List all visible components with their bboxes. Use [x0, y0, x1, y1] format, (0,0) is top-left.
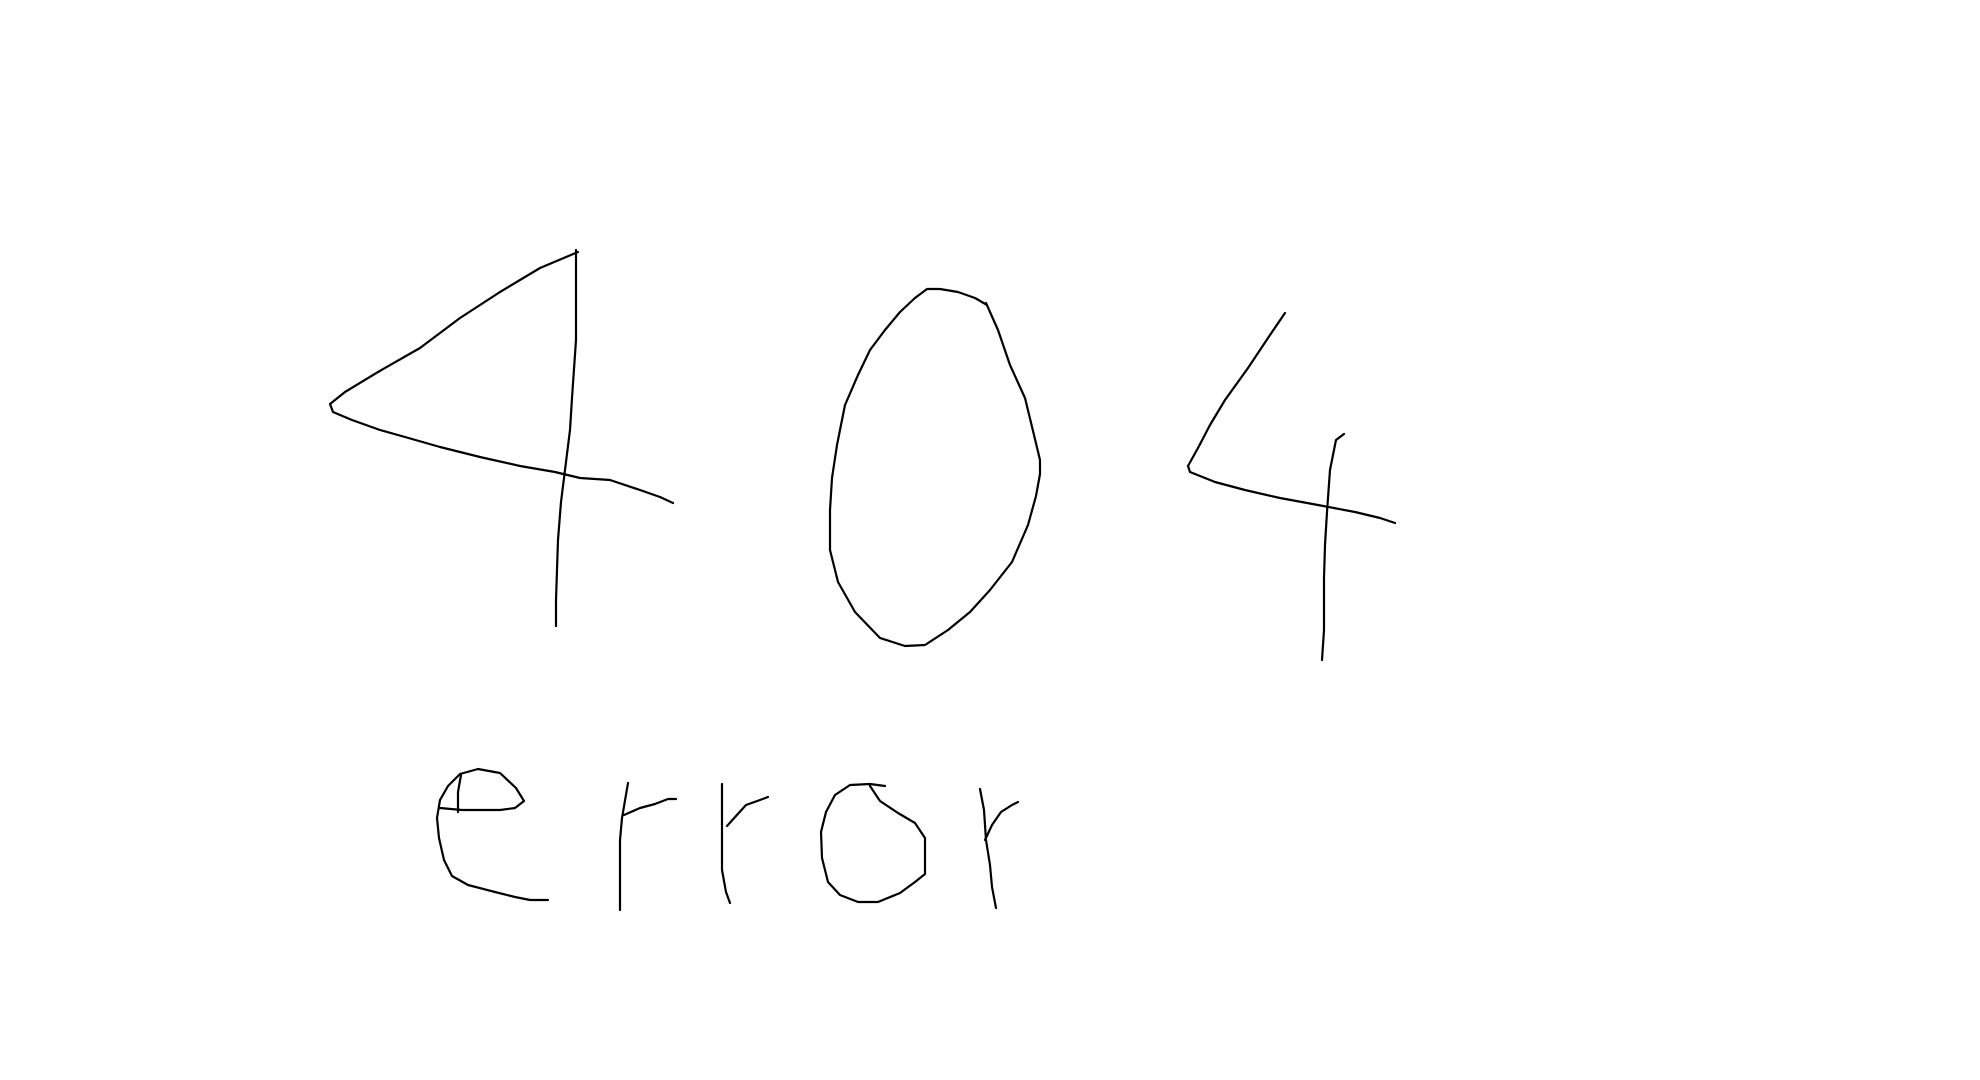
letter-e-inner-stroke [456, 773, 463, 814]
letter-e-stroke [435, 767, 550, 902]
handwritten-error [435, 767, 1020, 912]
digit-four-first-diagonal-stroke [328, 250, 675, 505]
letter-r-third-stem-stroke [978, 787, 998, 910]
digit-four-first-vertical-stroke [554, 248, 578, 628]
letter-r-second-arm-stroke [725, 795, 770, 828]
digit-four-second-vertical-stroke [1320, 432, 1346, 662]
digit-four-second-diagonal-stroke [1186, 311, 1397, 525]
letter-o-stroke [819, 782, 927, 904]
letter-r-first-stem-stroke [618, 781, 630, 912]
digit-zero-stroke [828, 287, 1042, 648]
letter-r-first-arm-stroke [622, 797, 678, 817]
letter-r-third-arm-stroke [983, 800, 1020, 842]
letter-r-second-stem-stroke [720, 782, 732, 905]
handwritten-404 [328, 248, 1397, 662]
